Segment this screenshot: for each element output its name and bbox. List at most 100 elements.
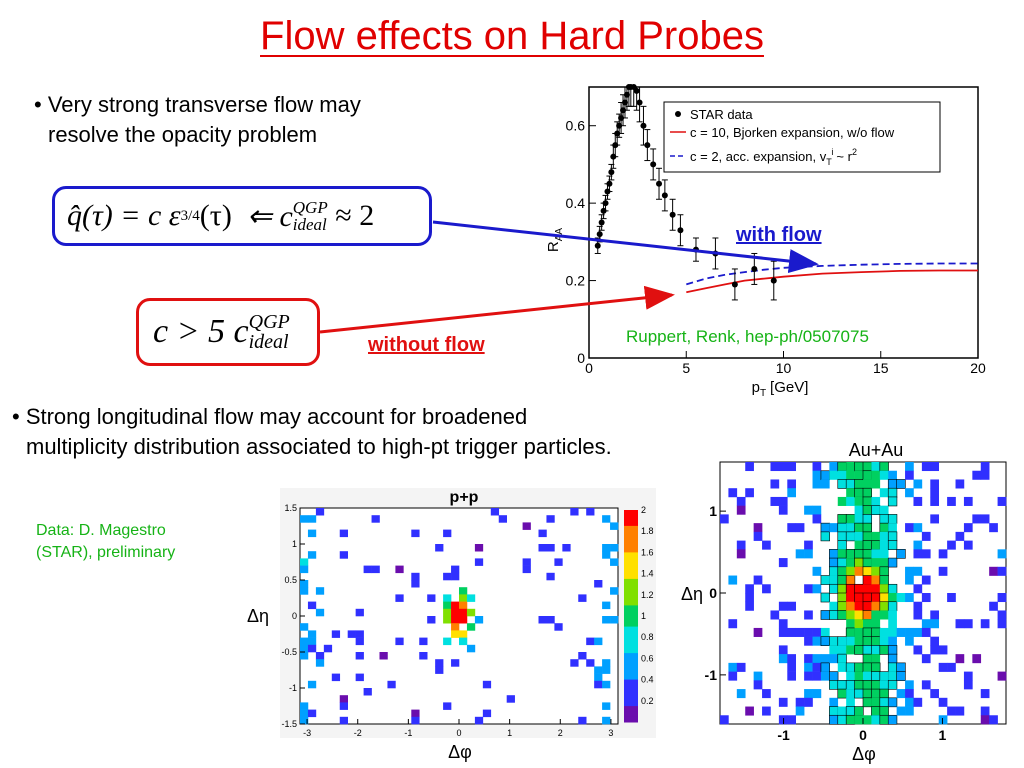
auau-cell (930, 619, 940, 629)
auau-cell (871, 479, 881, 489)
auau-cell (930, 689, 940, 699)
auau-cell (837, 610, 847, 620)
pp-colorbar-step (624, 663, 638, 670)
auau-cell (854, 566, 864, 576)
equation-rhs: ≈ 2 (335, 199, 375, 232)
pp-colorbar-label: 0.2 (641, 696, 654, 706)
pp-colorbar-step (624, 525, 638, 532)
auau-cell (778, 619, 788, 629)
auau-cell (787, 627, 797, 637)
auau-cell (862, 662, 873, 673)
auau-cell (854, 706, 864, 716)
pp-colorbar-step (624, 674, 638, 681)
pp-colorbar-step (624, 690, 638, 696)
auau-cell (963, 496, 973, 506)
raa-xtick-label: 20 (970, 360, 986, 376)
auau-cell (837, 714, 847, 725)
pp-cell (300, 565, 309, 574)
auau-cell (829, 610, 839, 620)
pp-cell (610, 522, 619, 530)
equation-lhs: c > 5 c (153, 313, 249, 350)
raa-data-point (602, 200, 609, 207)
pp-cell (451, 616, 460, 624)
auau-cell (980, 689, 990, 699)
pp-cell (331, 630, 341, 638)
pp-cell (578, 594, 587, 602)
pp-xtick-label: 3 (608, 728, 613, 738)
auau-cell (829, 583, 839, 594)
auau-cell (980, 462, 990, 472)
auau-cell (812, 462, 822, 472)
auau-cell (896, 549, 906, 559)
pp-cell (307, 644, 317, 653)
pp-cell (466, 608, 476, 617)
auau-cell (837, 496, 847, 506)
raa-ytick-label: 0.6 (566, 118, 586, 134)
pp-cell (570, 659, 579, 667)
auau-cell (921, 619, 931, 629)
pp-colorbar-step (624, 536, 638, 543)
pp-cell (315, 659, 325, 667)
auau-cell (804, 662, 813, 672)
pp-cell (602, 680, 611, 689)
auau-cell (879, 461, 889, 472)
auau-cell (871, 549, 881, 559)
pp-cell (602, 666, 611, 674)
auau-cell (879, 680, 889, 690)
auau-cell (896, 662, 906, 673)
auau-cell (854, 680, 864, 690)
auau-cell (887, 680, 898, 690)
pp-colorbar-label: 1.2 (641, 590, 654, 600)
auau-cell (820, 610, 830, 620)
pp-ylabel: Δη (247, 606, 269, 626)
pp-cell (307, 680, 317, 689)
auau-cell (854, 487, 864, 498)
auau-cell (820, 636, 830, 647)
auau-cell (930, 496, 940, 506)
auau-cell (862, 487, 873, 498)
auau-cell (879, 566, 889, 577)
auau-cell (879, 688, 889, 699)
auau-cell (947, 540, 956, 550)
auau-cell (787, 479, 797, 489)
auau-cell (845, 531, 856, 542)
pp-cell (411, 529, 420, 538)
auau-cell (862, 610, 873, 620)
auau-cell (871, 584, 881, 594)
data-credit-line: (STAR), preliminary (36, 544, 176, 561)
pp-cell (443, 702, 452, 710)
pp-colorbar-step (624, 695, 638, 702)
auau-cell (887, 531, 898, 542)
auau-cell (812, 689, 822, 699)
pp-cell (459, 637, 468, 646)
auau-heatmap: Au+Au -1 0 1 1 0 -1 Δη Δφ (681, 440, 1007, 764)
pp-colorbar-label: 1.8 (641, 526, 654, 536)
pp-colorbar-label: 2 (641, 505, 646, 515)
auau-cell (820, 479, 830, 489)
auau-cell (871, 671, 881, 681)
pp-cell (315, 652, 325, 660)
auau-cell (905, 462, 914, 472)
auau-cell (913, 549, 923, 559)
equation-arrow: ⇐ c (246, 199, 293, 233)
auau-cell (829, 706, 839, 716)
auau-cell (997, 549, 1007, 559)
pp-colorbar-step (624, 716, 638, 723)
auau-cell (720, 514, 729, 524)
auau-cell (905, 488, 914, 498)
auau-cell (871, 462, 881, 472)
pp-ytick-label: 0.5 (284, 575, 297, 585)
pp-colorbar-step (624, 626, 638, 633)
auau-cell (879, 575, 889, 585)
auau-cell (980, 706, 990, 716)
auau-cell (787, 488, 797, 498)
auau-cell (896, 627, 906, 637)
pp-cell (339, 551, 348, 559)
auau-cell (846, 636, 855, 646)
auau-cell (879, 671, 889, 681)
auau-cell (955, 706, 965, 716)
legend-accelerated: c = 2, acc. expansion, vTi ~ r2 (690, 147, 857, 167)
pp-cell (315, 608, 325, 617)
pp-colorbar-step (624, 658, 638, 665)
pp-colorbar-step (624, 616, 638, 622)
